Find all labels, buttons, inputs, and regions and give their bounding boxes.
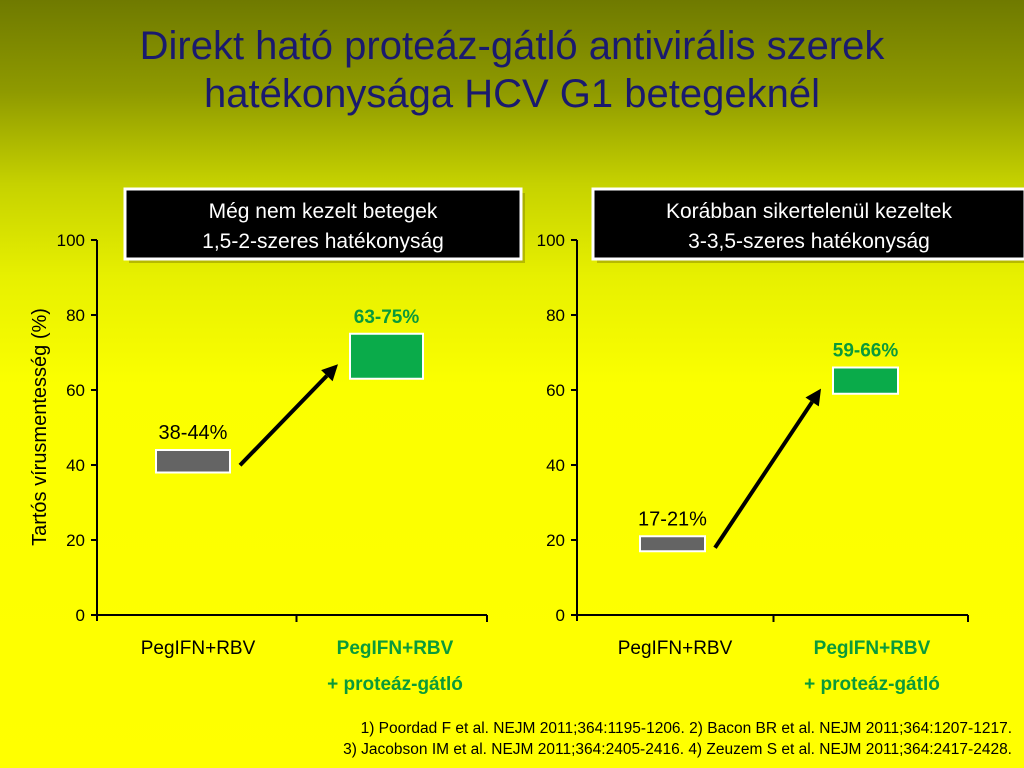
x-category-label: PegIFN+RBV (141, 638, 256, 659)
title-line-1: Direkt ható proteáz-gátló antivirális sz… (139, 24, 885, 68)
y-tick-label: 80 (66, 306, 85, 325)
y-axis-label: Tartós vírusmentesség (%) (29, 308, 51, 546)
y-tick-label: 60 (546, 381, 565, 400)
y-tick-label: 80 (546, 306, 565, 325)
range-bar (155, 449, 231, 474)
trend-arrowhead (321, 364, 338, 382)
panel-header-line-1: Korábban sikertelenül kezeltek (666, 200, 953, 223)
panel-header-box (123, 187, 523, 261)
title-line-2: hatékonysága HCV G1 betegeknél (204, 72, 820, 116)
panel-header-line-2: 3-3,5-szeres hatékonyság (688, 230, 930, 253)
slide-title: Direkt ható proteáz-gátló antivirális sz… (40, 22, 984, 118)
range-bar (639, 535, 706, 553)
y-tick-label: 0 (556, 606, 565, 625)
range-bar (832, 366, 899, 395)
panel-header-box (591, 187, 1024, 261)
y-tick-label: 60 (66, 381, 85, 400)
reference-line-2: 3) Jacobson IM et al. NEJM 2011;364:2405… (343, 741, 1012, 758)
range-label: 59-66% (833, 341, 899, 362)
range-bar (349, 332, 424, 380)
panel-header-line-2: 1,5-2-szeres hatékonyság (202, 230, 444, 253)
range-label: 38-44% (159, 422, 228, 444)
panel-header-line-1: Még nem kezelt betegek (209, 200, 438, 223)
references: 1) Poordad F et al. NEJM 2011;364:1195-1… (343, 718, 1012, 760)
y-tick-label: 20 (546, 531, 565, 550)
chart-panel-2: 0 20 40 60 80 100 PegIFN+RBV PegIFN+RBV + proteá… (537, 187, 1024, 695)
x-category-label: PegIFN+RBV (337, 638, 454, 659)
x-category-label: PegIFN+RBV (618, 638, 733, 659)
x-category-label: + proteáz-gátló (804, 674, 940, 695)
y-tick-label: 100 (537, 231, 565, 250)
y-tick-label: 0 (76, 606, 85, 625)
y-tick-label: 40 (546, 456, 565, 475)
trend-arrow (713, 400, 814, 549)
range-label: 17-21% (638, 508, 707, 530)
trend-arrowhead (805, 388, 821, 407)
y-tick-label: 100 (57, 231, 85, 250)
chart-panel-1: 0 20 40 60 80 100 PegIFN+RBV PegIFN+RBV + proteá… (57, 187, 525, 695)
range-label: 63-75% (354, 307, 420, 328)
y-tick-label: 40 (66, 456, 85, 475)
y-tick-label: 20 (66, 531, 85, 550)
x-category-label: PegIFN+RBV (814, 638, 931, 659)
reference-line-1: 1) Poordad F et al. NEJM 2011;364:1195-1… (360, 720, 1012, 737)
trend-arrow (238, 374, 329, 467)
x-category-label: + proteáz-gátló (327, 674, 463, 695)
